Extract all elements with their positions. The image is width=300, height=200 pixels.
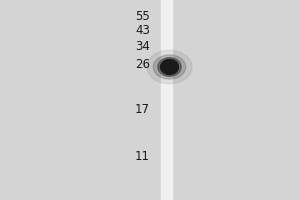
Text: 26: 26 <box>135 58 150 72</box>
Text: 43: 43 <box>135 24 150 38</box>
Text: 55: 55 <box>135 10 150 23</box>
Bar <box>160 0 172 200</box>
Ellipse shape <box>153 55 186 79</box>
Text: 11: 11 <box>135 151 150 164</box>
Ellipse shape <box>147 50 192 84</box>
Ellipse shape <box>158 58 181 76</box>
Ellipse shape <box>160 59 178 75</box>
Text: 17: 17 <box>135 103 150 116</box>
Text: 34: 34 <box>135 40 150 53</box>
